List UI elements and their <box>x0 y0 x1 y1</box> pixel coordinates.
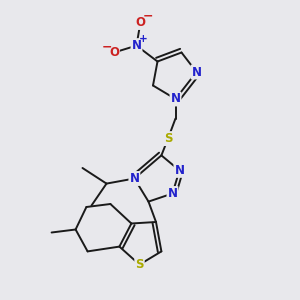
Text: O: O <box>109 46 119 59</box>
Text: −: − <box>101 40 112 53</box>
Text: −: − <box>143 10 153 23</box>
Text: S: S <box>135 258 144 271</box>
Text: N: N <box>191 65 202 79</box>
Text: O: O <box>135 16 146 29</box>
Text: N: N <box>131 39 142 52</box>
Text: N: N <box>167 187 178 200</box>
Text: N: N <box>129 172 140 185</box>
Text: S: S <box>164 132 172 145</box>
Text: N: N <box>170 92 181 106</box>
Text: +: + <box>139 34 148 44</box>
Text: N: N <box>174 164 184 177</box>
